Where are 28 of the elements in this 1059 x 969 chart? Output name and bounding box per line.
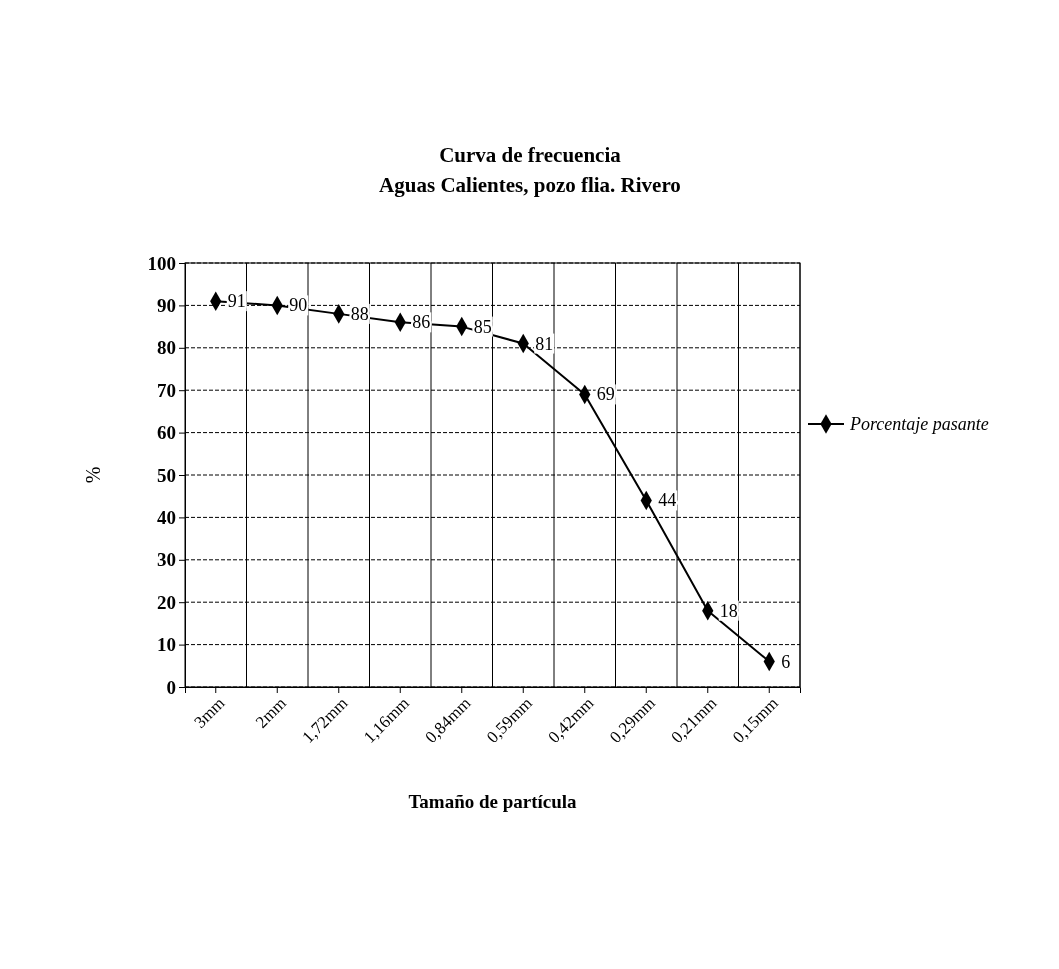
data-label: 69 bbox=[596, 384, 615, 405]
x-tick-label: 2mm bbox=[251, 693, 291, 732]
data-label: 88 bbox=[350, 303, 369, 324]
y-tick-label: 60 bbox=[157, 422, 176, 444]
y-tick-label: 30 bbox=[157, 549, 176, 571]
y-tick-label: 50 bbox=[157, 464, 176, 486]
x-tick-label: 3mm bbox=[190, 693, 229, 732]
chart-title: Curva de frecuencia bbox=[439, 143, 622, 167]
data-label: 81 bbox=[535, 333, 554, 354]
data-label: 85 bbox=[473, 316, 492, 337]
x-axis-title: Tamaño de partícula bbox=[408, 791, 578, 812]
data-label: 91 bbox=[227, 291, 246, 312]
y-tick-label: 70 bbox=[157, 379, 176, 401]
data-label: 44 bbox=[658, 490, 677, 511]
y-tick-label: 40 bbox=[157, 506, 176, 528]
data-label: 86 bbox=[412, 312, 431, 333]
y-axis-title: % bbox=[82, 466, 104, 484]
y-tick-label: 20 bbox=[157, 591, 176, 613]
y-tick-label: 100 bbox=[147, 252, 176, 274]
data-label: 6 bbox=[781, 651, 791, 672]
data-label: 18 bbox=[719, 600, 738, 621]
legend-label: Porcentaje pasante bbox=[849, 414, 989, 434]
chart-subtitle: Aguas Calientes, pozo flia. Rivero bbox=[379, 173, 681, 197]
y-tick-label: 0 bbox=[166, 676, 176, 698]
data-label: 90 bbox=[289, 295, 308, 316]
y-tick-label: 10 bbox=[157, 634, 176, 656]
y-tick-label: 80 bbox=[157, 337, 176, 359]
y-tick-label: 90 bbox=[157, 294, 176, 316]
